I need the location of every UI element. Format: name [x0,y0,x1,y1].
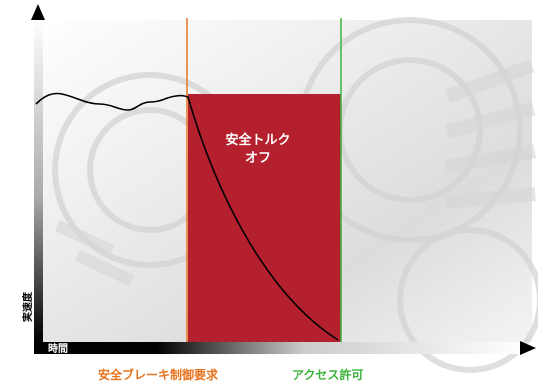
region-label-line2: オフ [245,151,271,166]
safe-torque-off-region [188,94,341,342]
y-axis [31,4,45,342]
speed-curve [35,92,339,341]
x-axis [34,341,536,355]
region-label-line1: 安全トルク [225,132,290,148]
access-permit-caption: アクセス許可 [292,368,364,382]
y-axis-label: 実速度 [21,291,34,322]
brake-request-caption: 安全ブレーキ制御要求 [98,368,219,382]
x-axis-label: 時間 [48,342,68,355]
